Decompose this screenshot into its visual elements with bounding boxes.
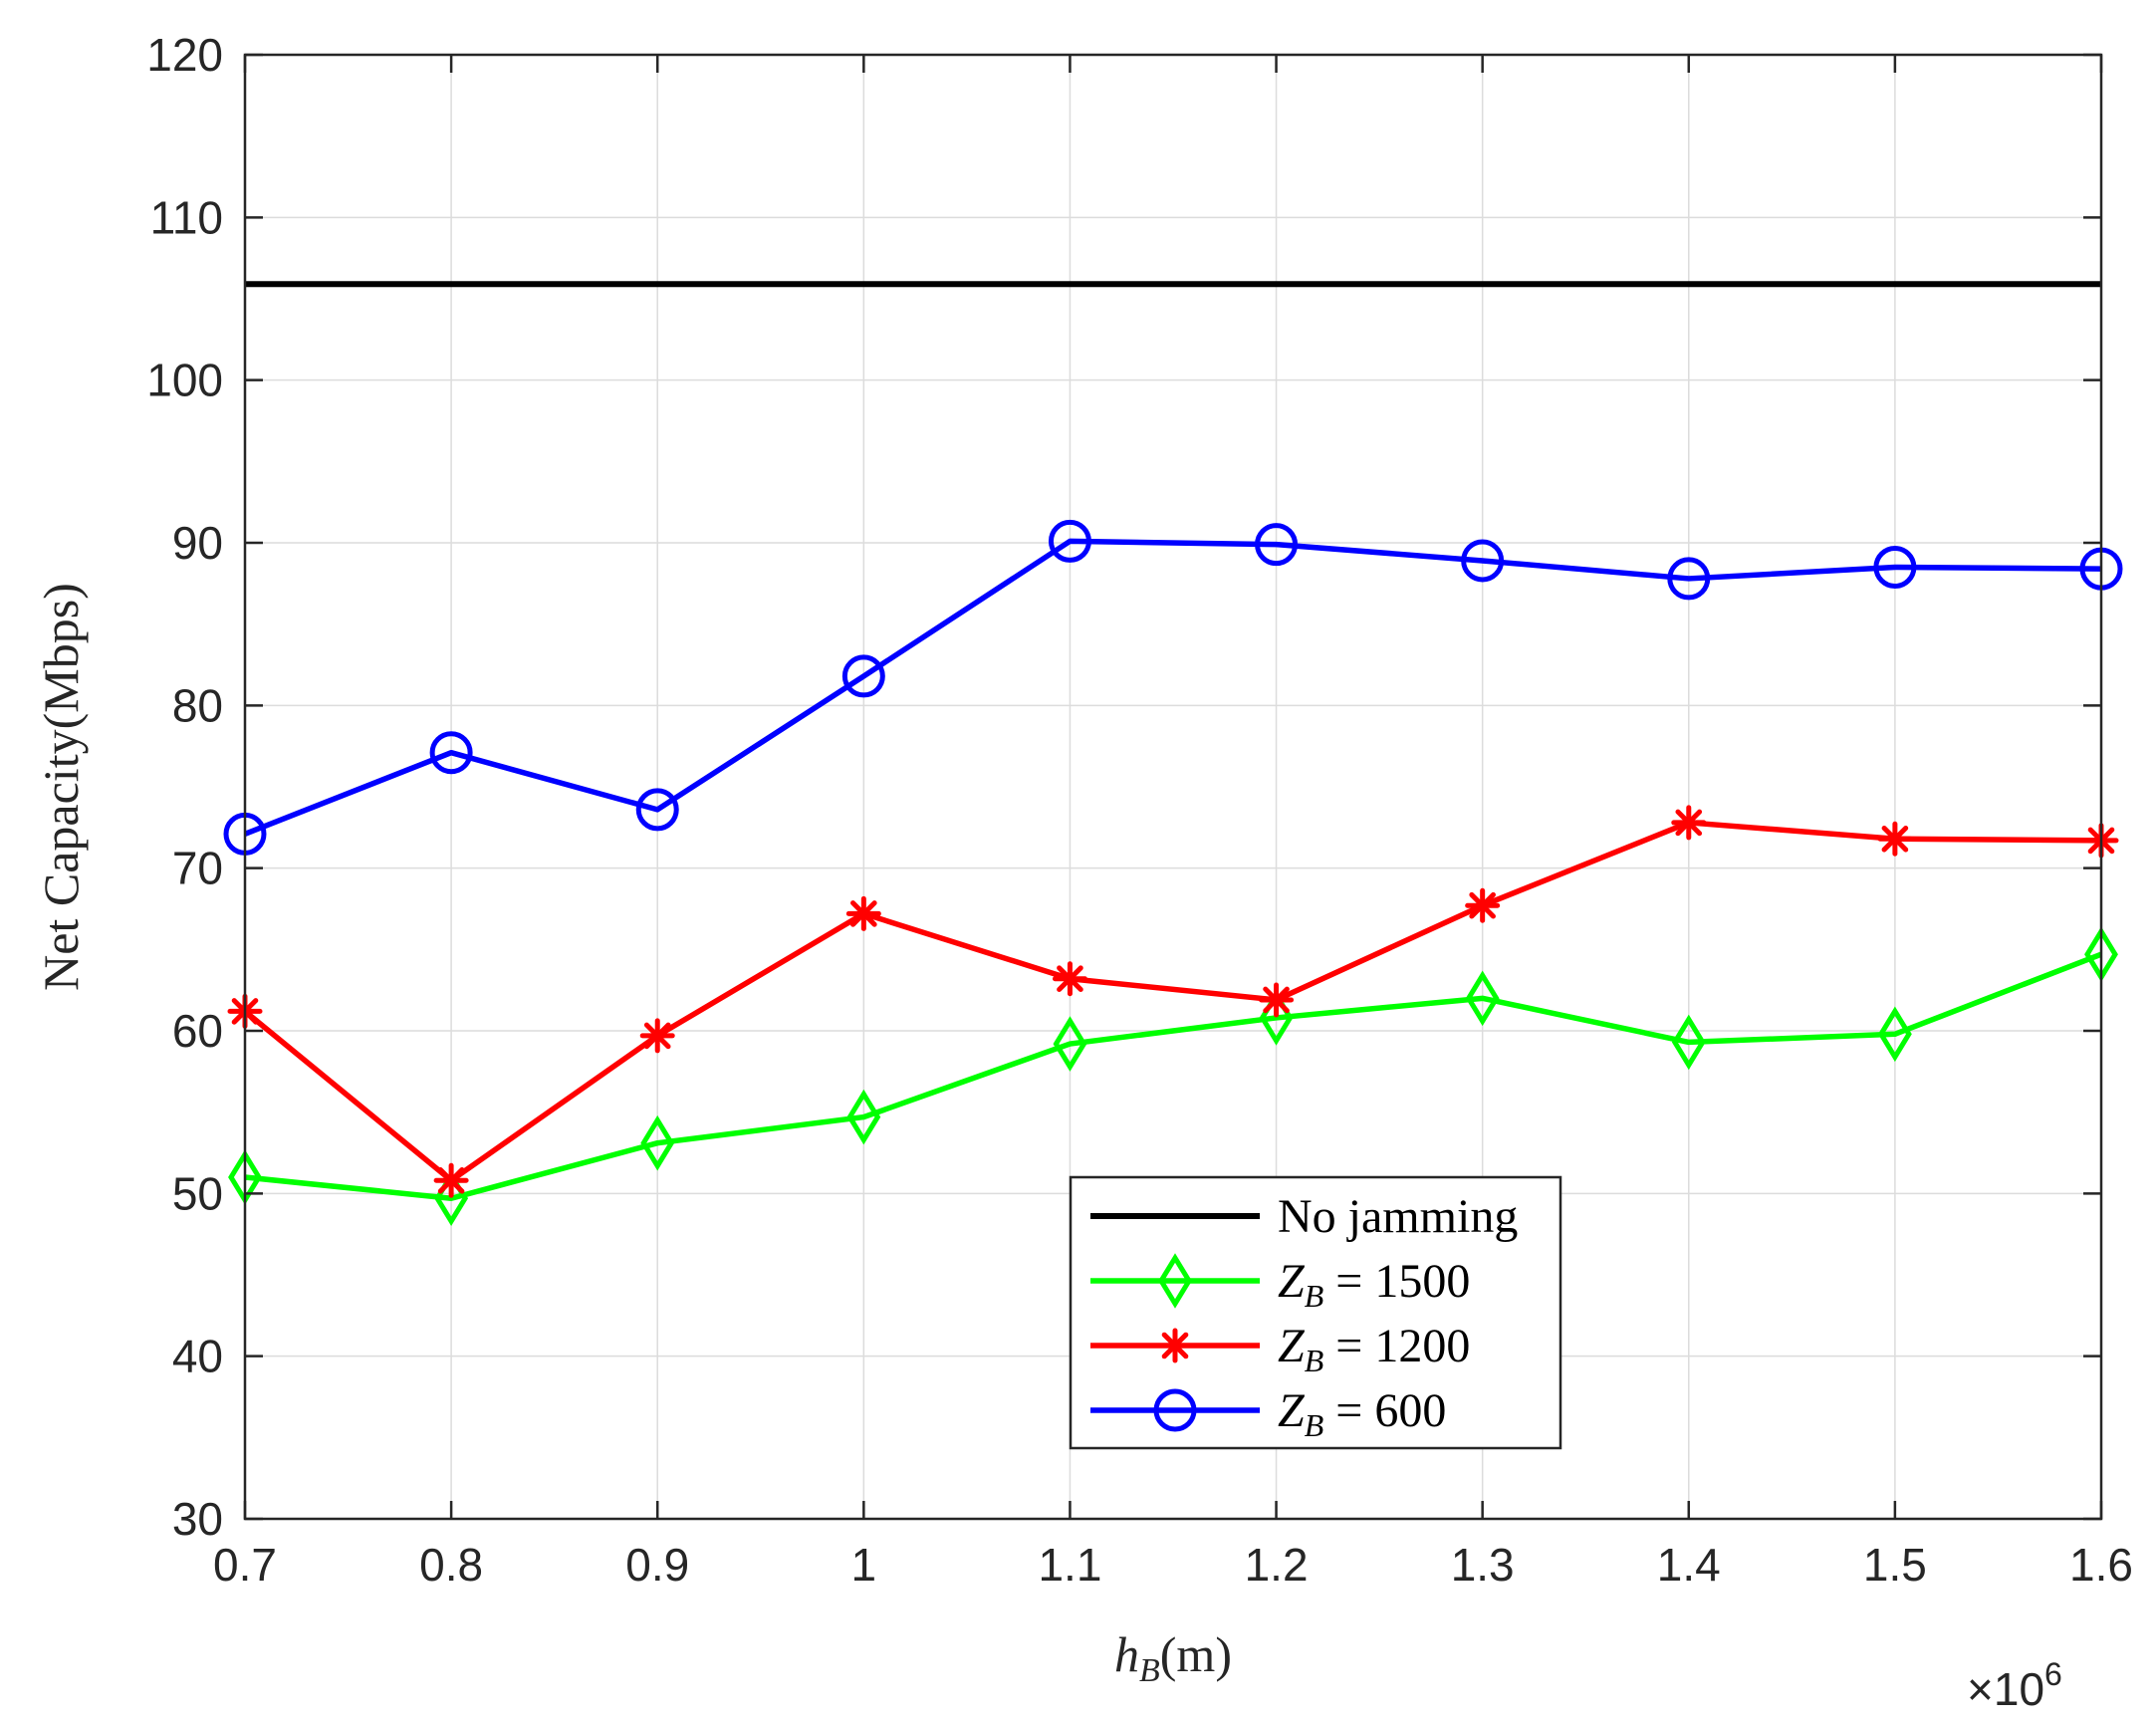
legend-label-sub: B bbox=[1305, 1278, 1324, 1314]
asterisk-stroke bbox=[1881, 825, 1909, 853]
y-tick-label: 90 bbox=[172, 517, 223, 569]
legend-label: ZB = 1500 bbox=[1278, 1255, 1470, 1314]
data-point bbox=[1873, 546, 1917, 589]
data-point bbox=[1877, 1006, 1912, 1063]
asterisk-stroke bbox=[1263, 986, 1290, 1014]
series-3 bbox=[223, 519, 2123, 856]
asterisk-stroke bbox=[1057, 965, 1083, 993]
data-point bbox=[1053, 1016, 1087, 1072]
data-point bbox=[845, 895, 881, 931]
legend-entry-1: ZB = 1500 bbox=[1090, 1253, 1470, 1314]
legend-label: ZB = 600 bbox=[1278, 1384, 1446, 1443]
y-tick-label: 30 bbox=[172, 1493, 223, 1545]
data-point bbox=[846, 1089, 881, 1145]
legend-label-base: Z bbox=[1278, 1384, 1306, 1437]
x-tick-label: 1.3 bbox=[1451, 1539, 1515, 1591]
x-tick-label: 0.7 bbox=[213, 1539, 277, 1591]
x-tick-label: 0.9 bbox=[625, 1539, 689, 1591]
y-tick-label: 40 bbox=[172, 1331, 223, 1382]
x-axis-title: hB(m) bbox=[1114, 1626, 1232, 1689]
x-tick-label: 1.5 bbox=[1863, 1539, 1927, 1591]
legend-label-base: Z bbox=[1278, 1255, 1306, 1308]
series-line bbox=[243, 820, 2102, 1184]
legend-label-rest: = 600 bbox=[1323, 1384, 1446, 1437]
y-tick-label: 110 bbox=[150, 191, 223, 243]
data-point bbox=[1255, 523, 1299, 567]
legend-label-base: Z bbox=[1278, 1320, 1306, 1372]
y-tick-label: 50 bbox=[172, 1167, 223, 1219]
x-tick-label: 1.6 bbox=[2069, 1539, 2133, 1591]
asterisk-stroke bbox=[1469, 891, 1496, 919]
asterisk-stroke bbox=[850, 900, 877, 927]
data-point bbox=[1048, 519, 1091, 563]
legend-marker bbox=[1158, 1253, 1192, 1309]
legend-label-sub: B bbox=[1305, 1407, 1324, 1443]
x-axis-multiplier: ×106 bbox=[1967, 1656, 2062, 1715]
y-axis-title: Net Capacity(Mbps) bbox=[33, 583, 89, 991]
data-point bbox=[1052, 961, 1087, 997]
x-tick-label: 1.2 bbox=[1245, 1539, 1309, 1591]
legend-label-rest: = 1200 bbox=[1323, 1320, 1470, 1372]
legend-label: No jamming bbox=[1278, 1190, 1518, 1243]
series-line bbox=[243, 538, 2102, 837]
axis-ticks: 0.7 0.8 0.9 1 1.1 1.2 1.3 1.4 1.5 1.6 30 40 50 60 70 80… bbox=[146, 29, 2133, 1591]
legend-label: ZB = 1200 bbox=[1278, 1320, 1470, 1378]
legend-label-rest: = 1500 bbox=[1323, 1255, 1470, 1308]
legend-marker bbox=[1157, 1328, 1193, 1363]
asterisk-stroke bbox=[1161, 1332, 1189, 1359]
data-point bbox=[635, 788, 679, 832]
data-point bbox=[841, 654, 885, 698]
asterisk-stroke bbox=[1675, 809, 1703, 837]
x-axis-title-base: h bbox=[1114, 1626, 1139, 1682]
legend-entry-0: No jamming bbox=[1090, 1190, 1518, 1243]
asterisk-stroke bbox=[437, 1166, 465, 1194]
x-axis-multiplier-exponent: 6 bbox=[2044, 1656, 2062, 1692]
y-tick-label: 70 bbox=[172, 843, 223, 894]
x-tick-label: 1 bbox=[851, 1539, 877, 1591]
y-tick-label: 120 bbox=[146, 29, 223, 81]
data-point bbox=[1671, 805, 1707, 841]
data-point bbox=[639, 1018, 675, 1054]
asterisk-stroke bbox=[643, 1022, 671, 1050]
data-point bbox=[1667, 557, 1711, 601]
data-point bbox=[640, 1114, 675, 1171]
plot-frame bbox=[243, 53, 2103, 1521]
x-tick-label: 0.8 bbox=[419, 1539, 483, 1591]
y-tick-label: 60 bbox=[172, 1005, 223, 1057]
legend-marker bbox=[1153, 1388, 1197, 1432]
data-point bbox=[429, 731, 473, 775]
legend-label-sub: B bbox=[1305, 1343, 1324, 1378]
x-axis-multiplier-label: ×10 bbox=[1967, 1663, 2044, 1715]
x-tick-label: 1.4 bbox=[1657, 1539, 1721, 1591]
data-point bbox=[1259, 982, 1295, 1018]
legend-entry-3: ZB = 600 bbox=[1090, 1384, 1446, 1443]
legend-entry-2: ZB = 1200 bbox=[1090, 1320, 1470, 1378]
x-tick-label: 1.1 bbox=[1038, 1539, 1101, 1591]
data-point bbox=[1877, 821, 1913, 857]
series-line bbox=[244, 951, 2102, 1201]
data-point bbox=[1465, 887, 1501, 923]
data-point bbox=[433, 1162, 469, 1198]
x-axis-title-sub: B bbox=[1139, 1652, 1160, 1689]
y-tick-label: 80 bbox=[172, 679, 223, 731]
legend-box bbox=[1069, 1175, 1562, 1450]
x-axis-title-rest: (m) bbox=[1160, 1626, 1232, 1682]
data-point bbox=[1465, 970, 1500, 1027]
data-point bbox=[1671, 1014, 1706, 1071]
y-tick-label: 100 bbox=[146, 355, 223, 406]
data-point bbox=[1461, 539, 1505, 583]
